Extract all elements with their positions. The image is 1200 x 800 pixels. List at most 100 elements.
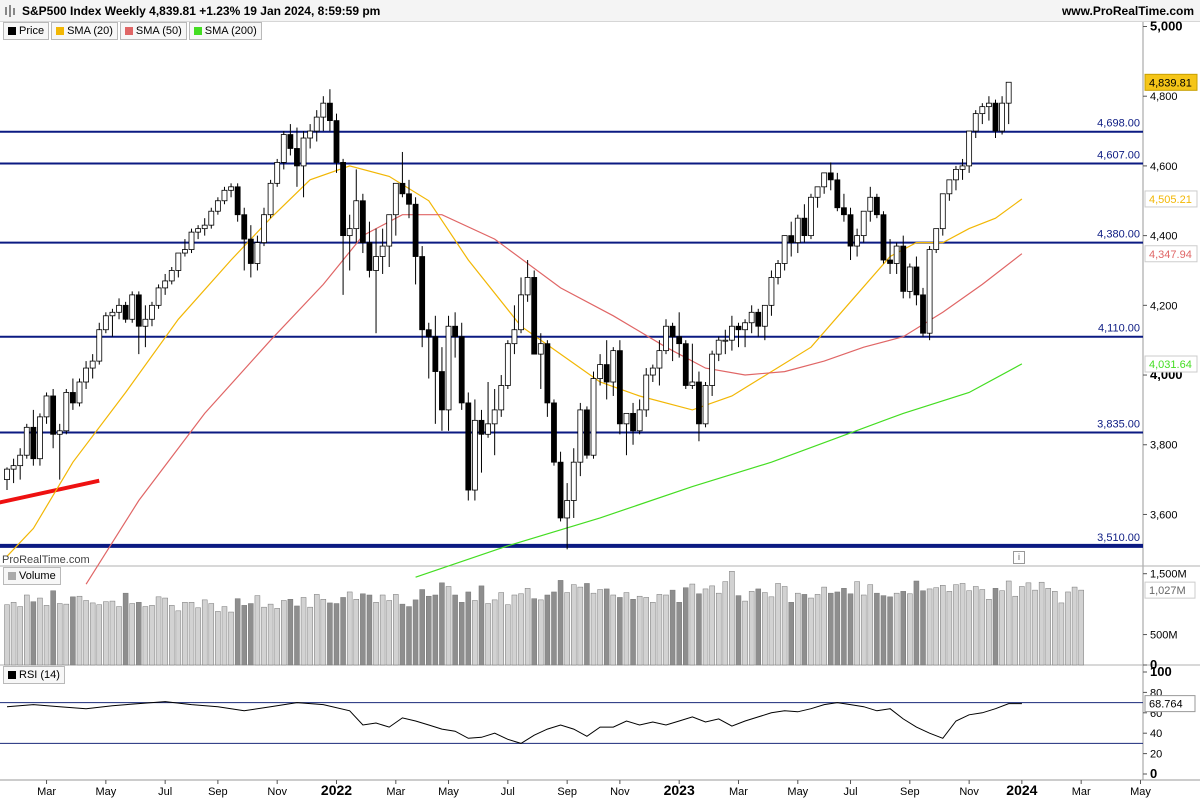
candle-body (537, 343, 544, 355)
volume-bar (50, 590, 56, 666)
candle (742, 319, 748, 348)
candle-body (10, 465, 17, 470)
volume-bar (854, 581, 860, 666)
candle (972, 110, 979, 139)
candle (359, 193, 366, 254)
candle (116, 298, 122, 320)
candle (682, 340, 689, 389)
volume-bar (70, 596, 76, 666)
volume-tick-label: 1,500M (1150, 569, 1187, 581)
candle-body (636, 409, 643, 432)
legend-item-rsi[interactable]: RSI (14) (3, 666, 65, 684)
candle-body (966, 130, 973, 167)
volume-bar (300, 597, 307, 666)
candle-body (359, 200, 366, 243)
candle-body (676, 336, 683, 345)
candle-body (913, 266, 920, 296)
candle (274, 158, 281, 187)
volume-bar (208, 603, 215, 666)
chart-options-icon[interactable] (3, 4, 17, 18)
legend-swatch (124, 27, 133, 35)
candle (406, 179, 412, 219)
candle (590, 371, 597, 459)
volume-bar (768, 596, 775, 666)
ma-badge-bg (1144, 245, 1198, 263)
volume-bar (538, 599, 544, 666)
candle (247, 225, 254, 278)
volume-bar (1045, 588, 1051, 666)
candle-body (445, 325, 452, 411)
x-tick-label: Jul (158, 786, 172, 798)
candle-body (214, 200, 221, 212)
candle (893, 242, 900, 274)
volume-bar (129, 603, 135, 666)
candle (498, 375, 505, 417)
candle-body (254, 242, 261, 264)
volume-bar (1012, 595, 1019, 666)
volume-bar (505, 604, 511, 666)
candle (841, 193, 847, 222)
candle-body (102, 315, 109, 331)
watermark: ProRealTime.com (2, 554, 90, 566)
candle (109, 308, 116, 337)
legend-item-volume[interactable]: Volume (3, 567, 61, 585)
title-bar: S&P500 Index Weekly 4,839.81 +1.23% 19 J… (0, 0, 1200, 22)
candle (102, 312, 109, 334)
candle (979, 103, 986, 125)
candle-body (709, 353, 716, 386)
volume-bar (1005, 580, 1012, 666)
volume-bar (781, 586, 788, 666)
candle (788, 221, 795, 257)
candle (630, 402, 636, 445)
candle (689, 343, 696, 389)
candle-body (933, 228, 940, 250)
level-label: 4,698.00 (1097, 118, 1140, 130)
candle (346, 214, 353, 271)
candle-body (83, 367, 89, 383)
info-icon[interactable]: i (1013, 551, 1025, 564)
volume-bar (182, 602, 188, 666)
candle-body (465, 402, 472, 491)
volume-bar (373, 602, 379, 666)
candle-body (847, 214, 854, 247)
volume-bar (465, 591, 472, 666)
legend-item-1[interactable]: SMA (20) (51, 22, 118, 40)
candle (155, 284, 162, 309)
volume-bar (122, 592, 129, 666)
candle (873, 193, 880, 219)
candle (735, 322, 742, 348)
y-tick-label: 4,600 (1150, 161, 1178, 173)
legend-item-3[interactable]: SMA (200) (188, 22, 262, 40)
volume-bar (972, 586, 979, 666)
legend-item-0[interactable]: Price (3, 22, 50, 40)
candle (557, 451, 564, 522)
volume-bar (801, 594, 808, 666)
candle-body (340, 162, 346, 237)
candle (656, 340, 663, 386)
candle (669, 322, 676, 362)
level-label: 4,380.00 (1097, 229, 1140, 241)
volume-bar (669, 589, 676, 666)
candle (465, 392, 472, 501)
volume-bar (570, 584, 577, 666)
candle (597, 354, 603, 386)
candle-body (946, 179, 953, 195)
candle-body (887, 259, 893, 264)
candle (906, 263, 913, 299)
candle-body (392, 182, 399, 216)
candle (135, 291, 142, 355)
candle-body (399, 182, 406, 195)
volume-bar (683, 587, 689, 666)
ma-badge-bg (1144, 355, 1198, 373)
volume-bar (445, 586, 452, 666)
legend-item-2[interactable]: SMA (50) (119, 22, 187, 40)
level-label: 3,835.00 (1097, 419, 1140, 431)
candle-body (313, 116, 320, 132)
candle-body (327, 102, 333, 121)
volume-bar (577, 586, 584, 666)
candle-body (346, 228, 353, 237)
volume-bar (412, 599, 419, 666)
candle (56, 423, 63, 480)
candle (953, 165, 959, 191)
